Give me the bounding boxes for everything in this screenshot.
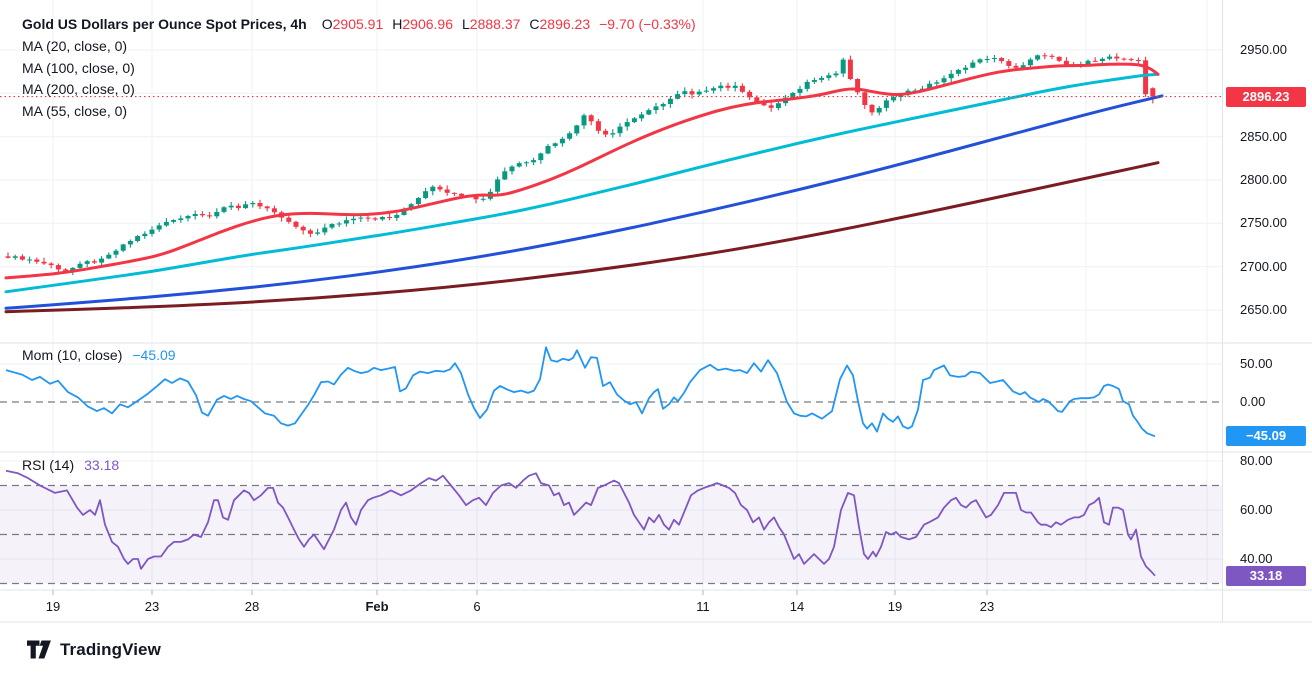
open-value: 2905.91 — [332, 16, 384, 32]
momentum-tick-label: 0.00 — [1240, 394, 1266, 409]
change-value: −9.70 (−0.33%) — [599, 16, 696, 32]
price-scale[interactable]: 2896.23 −45.09 33.18 2950.00 2850.00 2800.… — [1222, 0, 1312, 622]
price-tick-label: 2650.00 — [1240, 302, 1287, 317]
last-price-badge: 2896.23 — [1226, 87, 1306, 107]
momentum-legend[interactable]: Mom (10, close) −45.09 — [22, 345, 176, 365]
momentum-value: −45.09 — [132, 347, 176, 363]
time-axis-label: 23 — [144, 599, 160, 614]
rsi-tick-label: 40.00 — [1240, 551, 1273, 566]
time-axis-label: 23 — [979, 599, 995, 614]
rsi-value: 33.18 — [84, 457, 120, 473]
rsi-tick-label: 80.00 — [1240, 453, 1273, 468]
time-axis-label: 11 — [696, 599, 710, 614]
rsi-legend[interactable]: RSI (14) 33.18 — [22, 455, 119, 475]
momentum-tick-label: 50.00 — [1240, 356, 1273, 371]
momentum-label: Mom (10, close) — [22, 347, 123, 363]
low-label: L — [461, 16, 470, 32]
close-value: 2896.23 — [539, 16, 591, 32]
price-tick-label: 2750.00 — [1240, 215, 1287, 231]
momentum-badge: −45.09 — [1226, 426, 1306, 446]
rsi-label: RSI (14) — [22, 457, 75, 473]
time-axis-label: 14 — [789, 599, 805, 614]
time-axis-label: 28 — [244, 599, 260, 614]
tradingview-icon — [27, 640, 51, 659]
symbol-title: Gold US Dollars per Ounce Spot Prices, 4… — [22, 16, 307, 32]
price-tick-label: 2950.00 — [1240, 42, 1287, 57]
time-axis-label: 6 — [473, 599, 481, 614]
time-axis-label: 19 — [45, 599, 61, 614]
legend: Gold US Dollars per Ounce Spot Prices, 4… — [22, 13, 696, 122]
low-value: 2888.37 — [469, 16, 521, 32]
legend-ma-100[interactable]: MA (100, close, 0) — [22, 59, 135, 76]
rsi-badge: 33.18 — [1226, 566, 1306, 586]
legend-ma-20[interactable]: MA (20, close, 0) — [22, 38, 128, 54]
price-tick-label: 2800.00 — [1240, 172, 1287, 187]
time-axis-label: Feb — [365, 599, 389, 614]
price-tick-label: 2700.00 — [1240, 258, 1287, 274]
high-label: H — [392, 16, 403, 32]
time-axis-label: 19 — [887, 599, 903, 614]
tradingview-logo[interactable]: TradingView — [27, 639, 161, 660]
rsi-tick-label: 60.00 — [1240, 502, 1273, 517]
close-label: C — [529, 16, 540, 32]
high-value: 2906.96 — [402, 16, 453, 32]
price-tick-label: 2850.00 — [1240, 128, 1287, 144]
open-label: O — [321, 16, 333, 32]
legend-ma-200[interactable]: MA (200, close, 0) — [22, 81, 135, 97]
tradingview-wordmark: TradingView — [60, 639, 161, 659]
symbol-header-row[interactable]: Gold US Dollars per Ounce Spot Prices, 4… — [22, 13, 696, 36]
legend-ma-55[interactable]: MA (55, close, 0) — [22, 102, 128, 119]
time-scale[interactable]: 19 23 28 Feb 6 11 14 19 23 — [0, 590, 1222, 622]
